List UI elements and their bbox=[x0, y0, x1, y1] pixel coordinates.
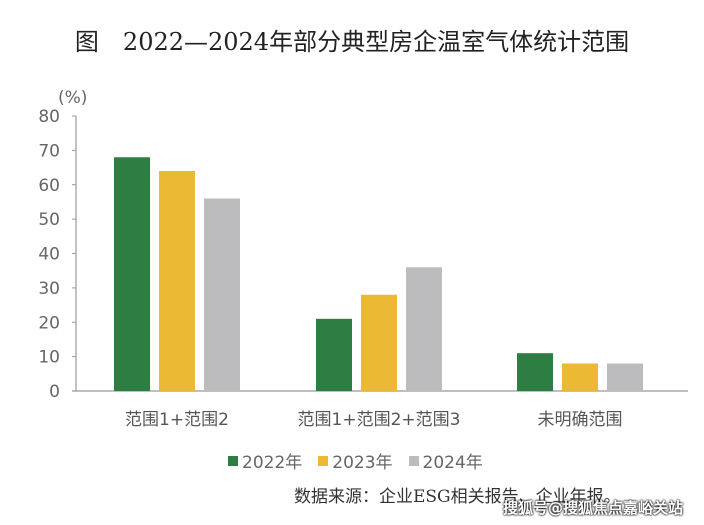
bar-2024年-范围1+范围2 bbox=[204, 198, 240, 391]
bar-2023年-范围1+范围2 bbox=[159, 171, 195, 391]
category-label: 未明确范围 bbox=[538, 410, 623, 430]
watermark: 搜狐号@搜狐焦点嘉峪关站 bbox=[503, 499, 684, 517]
y-tick-label: 40 bbox=[38, 245, 60, 265]
bar-2022年-范围1+范围2+范围3 bbox=[316, 318, 352, 391]
y-tick-label: 50 bbox=[38, 210, 60, 230]
bar-2022年-未明确范围 bbox=[517, 353, 553, 391]
bar-2023年-未明确范围 bbox=[562, 363, 598, 391]
bar-2024年-未明确范围 bbox=[607, 363, 643, 391]
y-tick-label: 80 bbox=[38, 107, 60, 127]
legend-item: 2022年 bbox=[228, 448, 302, 473]
legend-label: 2023年 bbox=[332, 453, 393, 473]
y-tick-label: 70 bbox=[38, 141, 60, 161]
chart-title: 图 2022—2024年部分典型房企温室气体统计范围 bbox=[74, 28, 630, 56]
legend-swatch bbox=[228, 455, 238, 466]
bar-2022年-范围1+范围2 bbox=[114, 157, 150, 391]
legend-item: 2023年 bbox=[318, 448, 393, 473]
legend-swatch bbox=[318, 455, 329, 466]
category-label: 范围1+范围2+范围3 bbox=[298, 410, 461, 430]
bar-2023年-范围1+范围2+范围3 bbox=[361, 294, 397, 391]
category-label: 范围1+范围2 bbox=[125, 410, 229, 430]
legend: 2022年 2023年 2024年 bbox=[228, 448, 483, 473]
data-source-note: 数据来源：企业ESG相关报告、企业年报。 bbox=[294, 487, 621, 507]
legend-label: 2024年 bbox=[422, 453, 483, 473]
y-tick-label: 20 bbox=[38, 313, 60, 333]
legend-label: 2022年 bbox=[242, 453, 303, 473]
y-axis-unit: (%) bbox=[58, 88, 87, 108]
legend-item: 2024年 bbox=[408, 448, 483, 473]
y-tick-label: 0 bbox=[49, 382, 60, 402]
bar-2024年-范围1+范围2+范围3 bbox=[406, 267, 442, 391]
y-tick-label: 30 bbox=[38, 279, 60, 299]
y-tick-label: 60 bbox=[38, 176, 60, 196]
legend-swatch bbox=[408, 455, 419, 466]
y-tick-label: 10 bbox=[38, 348, 60, 368]
